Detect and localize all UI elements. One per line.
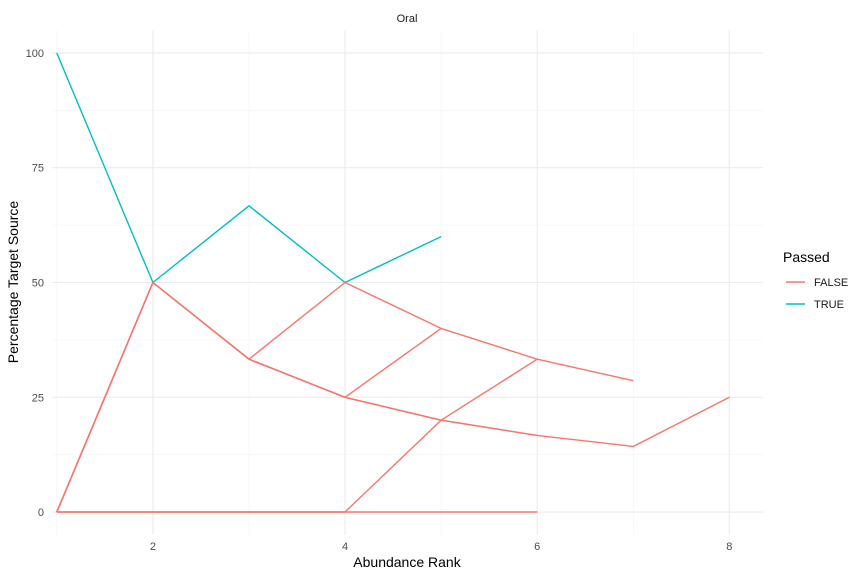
legend-title: Passed bbox=[783, 249, 830, 265]
x-tick-label: 4 bbox=[342, 541, 348, 553]
x-tick-label: 6 bbox=[534, 541, 540, 553]
grid bbox=[52, 30, 763, 535]
strip-title: Oral bbox=[397, 13, 418, 25]
y-tick-label: 25 bbox=[32, 392, 44, 404]
y-tick-labels: 0 25 50 75 100 bbox=[26, 48, 44, 519]
x-tick-label: 2 bbox=[150, 541, 156, 553]
series-line-false bbox=[56, 281, 538, 513]
legend-label-false: FALSE bbox=[814, 277, 848, 289]
legend-label-true: TRUE bbox=[814, 299, 844, 311]
y-tick-label: 100 bbox=[26, 48, 44, 60]
legend: Passed FALSE TRUE bbox=[783, 249, 848, 311]
series-line-true bbox=[56, 52, 442, 284]
x-tick-labels: 2 4 6 8 bbox=[150, 541, 733, 553]
y-tick-label: 50 bbox=[32, 278, 44, 290]
y-tick-label: 0 bbox=[38, 507, 44, 519]
series-line-false bbox=[56, 419, 538, 513]
x-tick-label: 8 bbox=[726, 541, 732, 553]
y-tick-label: 75 bbox=[32, 163, 44, 175]
series-layer bbox=[56, 52, 730, 513]
legend-entries: FALSE TRUE bbox=[786, 277, 848, 311]
y-axis-title: Percentage Target Source bbox=[5, 201, 21, 364]
x-axis-title: Abundance Rank bbox=[353, 554, 461, 570]
